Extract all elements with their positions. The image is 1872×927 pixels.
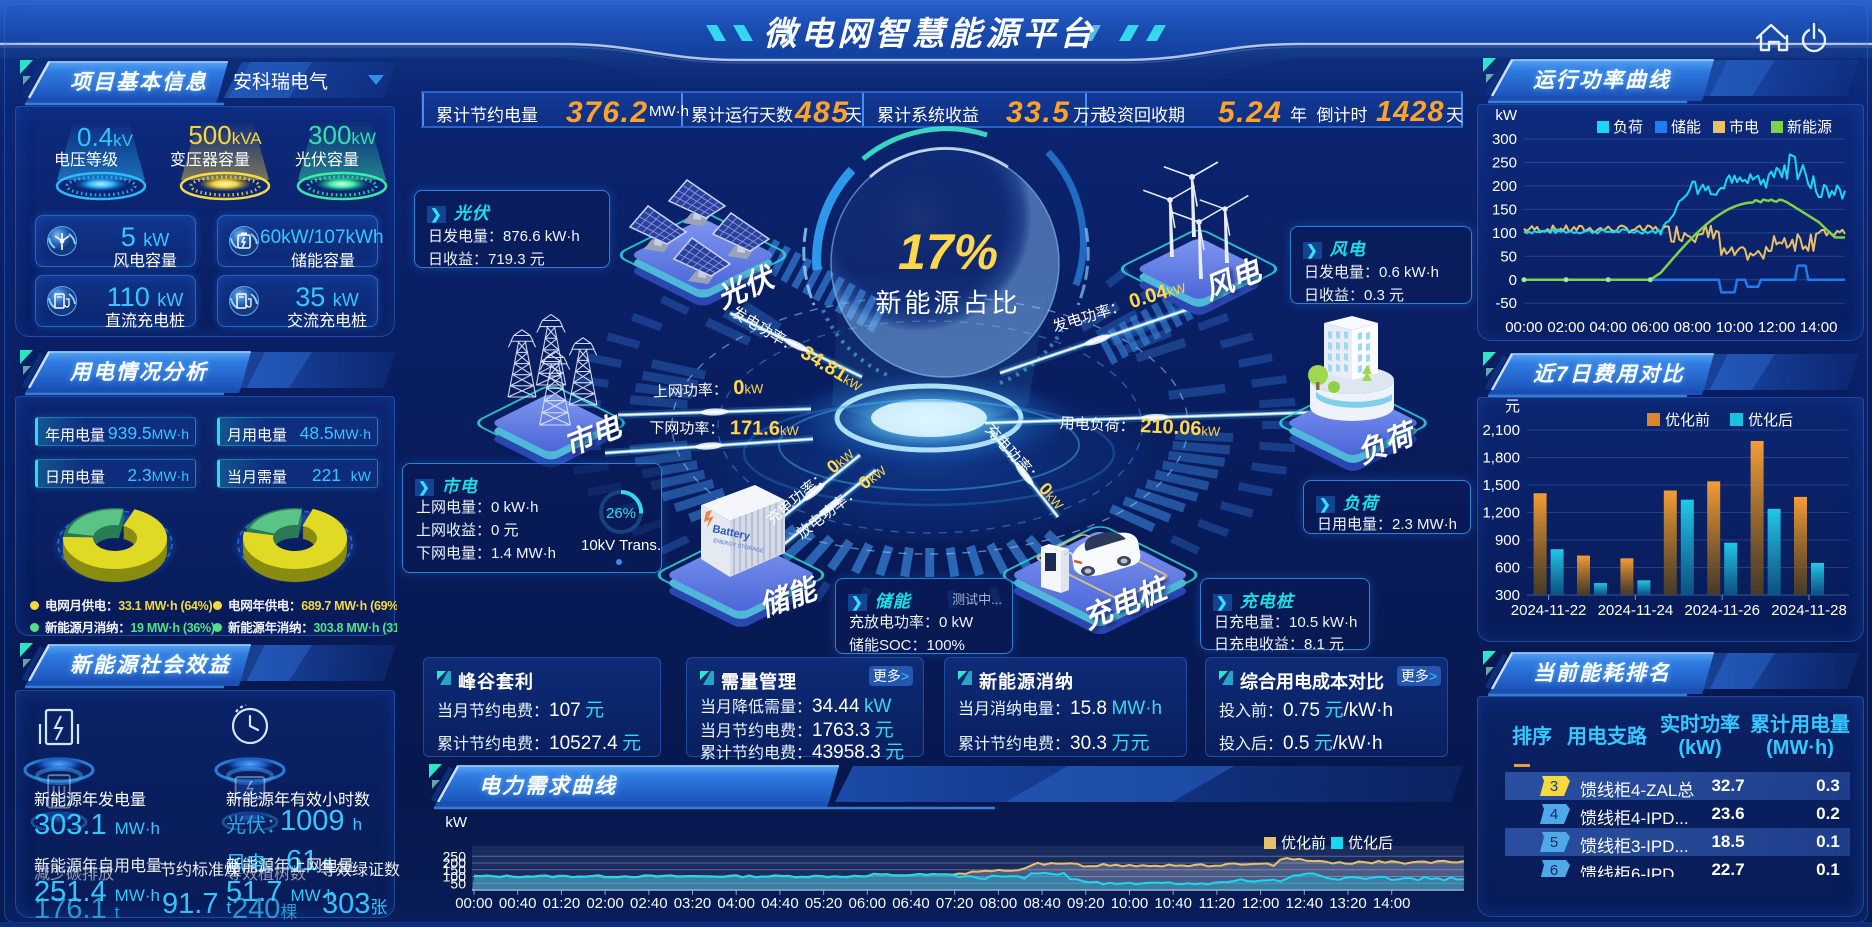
svg-text:100: 100 xyxy=(1492,225,1517,242)
svg-text:100: 100 xyxy=(443,869,467,885)
svg-text:1,500: 1,500 xyxy=(1482,477,1520,494)
svg-text:17%: 17% xyxy=(898,224,998,280)
svg-text:13:20: 13:20 xyxy=(1329,895,1367,912)
svg-text:新能源占比: 新能源占比 xyxy=(875,288,1020,318)
svg-text:900: 900 xyxy=(1495,532,1520,549)
svg-text:150: 150 xyxy=(443,862,467,878)
svg-text:市电: 市电 xyxy=(1729,119,1759,136)
svg-text:优化前: 优化前 xyxy=(1281,835,1326,852)
svg-text:12:00: 12:00 xyxy=(1758,319,1796,336)
svg-text:02:40: 02:40 xyxy=(630,895,668,912)
svg-text:kW: kW xyxy=(445,814,468,831)
svg-text:02:00: 02:00 xyxy=(1547,319,1585,336)
svg-text:2024-11-28: 2024-11-28 xyxy=(1771,602,1847,619)
svg-text:12:40: 12:40 xyxy=(1286,895,1324,912)
svg-text:14:00: 14:00 xyxy=(1800,319,1838,336)
svg-text:1,200: 1,200 xyxy=(1482,505,1520,522)
svg-text:元: 元 xyxy=(1505,398,1520,415)
svg-text:01:20: 01:20 xyxy=(543,895,581,912)
svg-text:5: 5 xyxy=(1550,834,1558,851)
svg-text:储能: 储能 xyxy=(1671,119,1701,136)
svg-text:250: 250 xyxy=(1492,154,1517,171)
svg-text:2024-11-26: 2024-11-26 xyxy=(1684,602,1760,619)
svg-text:150: 150 xyxy=(1492,201,1517,218)
svg-text:06:00: 06:00 xyxy=(1632,319,1670,336)
svg-text:1,800: 1,800 xyxy=(1482,450,1520,467)
svg-text:10:00: 10:00 xyxy=(1716,319,1754,336)
svg-text:250: 250 xyxy=(443,848,467,864)
svg-text:10:00: 10:00 xyxy=(1111,895,1149,912)
svg-text:00:00: 00:00 xyxy=(1505,319,1543,336)
svg-text:02:00: 02:00 xyxy=(586,895,624,912)
svg-text:00:40: 00:40 xyxy=(499,895,537,912)
svg-text:0: 0 xyxy=(1509,272,1517,289)
svg-text:14:00: 14:00 xyxy=(1373,895,1411,912)
svg-text:50: 50 xyxy=(450,875,466,891)
svg-text:10:40: 10:40 xyxy=(1154,895,1192,912)
svg-text:2024-11-22: 2024-11-22 xyxy=(1511,602,1587,619)
svg-text:-50: -50 xyxy=(1495,295,1517,312)
svg-text:08:00: 08:00 xyxy=(1674,319,1712,336)
svg-text:04:40: 04:40 xyxy=(761,895,799,912)
svg-text:200: 200 xyxy=(1492,178,1517,195)
svg-text:微电网智慧能源平台: 微电网智慧能源平台 xyxy=(764,15,1097,52)
svg-text:3: 3 xyxy=(1550,778,1558,795)
svg-text:03:20: 03:20 xyxy=(674,895,712,912)
svg-text:优化后: 优化后 xyxy=(1748,412,1793,429)
svg-text:10kV Trans.: 10kV Trans. xyxy=(581,537,661,554)
svg-text:300: 300 xyxy=(1492,131,1517,148)
svg-text:优化后: 优化后 xyxy=(1348,835,1393,852)
svg-text:07:20: 07:20 xyxy=(936,895,974,912)
svg-text:08:00: 08:00 xyxy=(980,895,1018,912)
svg-text:600: 600 xyxy=(1495,560,1520,577)
svg-text:2,100: 2,100 xyxy=(1482,422,1520,439)
svg-text:200: 200 xyxy=(443,855,467,871)
svg-text:05:20: 05:20 xyxy=(805,895,843,912)
svg-text:6: 6 xyxy=(1550,862,1558,877)
svg-text:新能源: 新能源 xyxy=(1787,119,1832,136)
svg-text:06:40: 06:40 xyxy=(892,895,930,912)
svg-text:kW: kW xyxy=(1495,107,1518,124)
svg-text:4: 4 xyxy=(1550,806,1558,823)
svg-text:12:00: 12:00 xyxy=(1242,895,1280,912)
svg-text:50: 50 xyxy=(1500,248,1517,265)
svg-text:00:00: 00:00 xyxy=(455,895,493,912)
svg-text:2024-11-24: 2024-11-24 xyxy=(1598,602,1674,619)
svg-text:04:00: 04:00 xyxy=(717,895,755,912)
svg-text:11:20: 11:20 xyxy=(1199,895,1235,912)
svg-text:优化前: 优化前 xyxy=(1665,412,1710,429)
svg-text:26%: 26% xyxy=(606,505,636,522)
svg-text:负荷: 负荷 xyxy=(1613,119,1643,136)
svg-text:09:20: 09:20 xyxy=(1067,895,1105,912)
svg-text:08:40: 08:40 xyxy=(1023,895,1061,912)
svg-text:06:00: 06:00 xyxy=(849,895,887,912)
svg-text:300: 300 xyxy=(1495,587,1520,604)
svg-text:04:00: 04:00 xyxy=(1589,319,1627,336)
